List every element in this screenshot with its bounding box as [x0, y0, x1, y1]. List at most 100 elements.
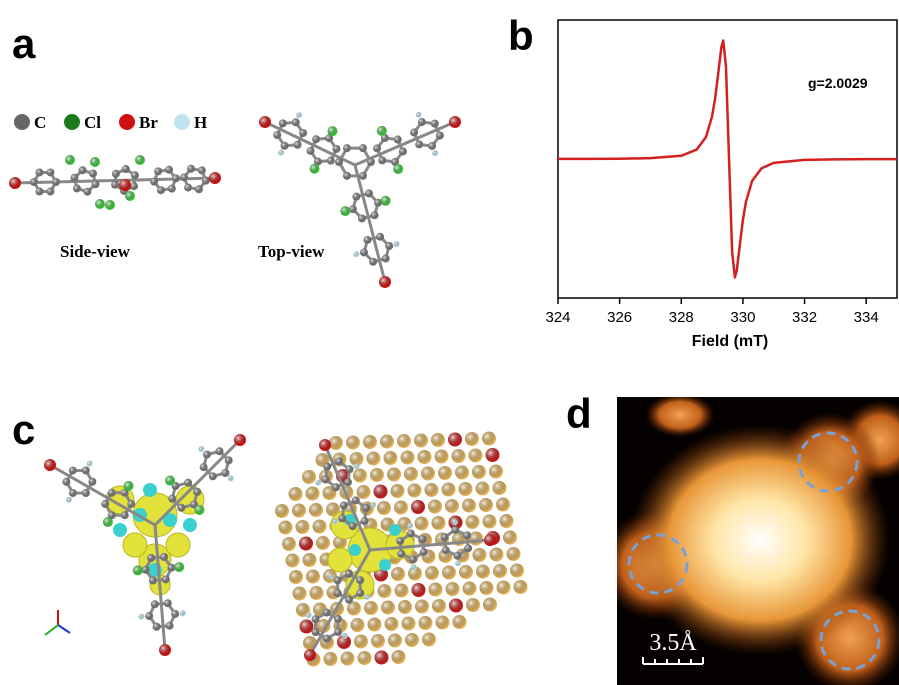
atom-shine: [405, 633, 419, 647]
atom-shine: [404, 467, 418, 481]
epr-chart: g=2.0029 Field (mT) 324326328330332334: [545, 20, 897, 350]
atom-shine: [198, 166, 206, 174]
atom-shine: [174, 562, 184, 572]
atom-shine: [193, 488, 201, 496]
atom-shine: [340, 206, 350, 216]
x-tick-label: 330: [730, 309, 755, 326]
atom-shine: [30, 178, 38, 186]
atom-shine: [446, 582, 460, 596]
atom-shine: [209, 472, 217, 480]
atom-shine: [363, 435, 377, 449]
atom-shine: [463, 582, 477, 596]
atom-shine: [428, 142, 436, 150]
axis-glyph: [45, 625, 58, 635]
atom-shine: [292, 118, 300, 126]
atom-shine: [438, 466, 452, 480]
atom-shine: [195, 185, 203, 193]
atom-shine: [228, 476, 234, 482]
atom-shine: [364, 236, 372, 244]
atom-shine: [153, 623, 161, 631]
atom-shine: [168, 495, 176, 503]
atom-shine: [373, 144, 381, 152]
atom-shine: [391, 484, 405, 498]
atom-shine: [422, 633, 436, 647]
atom-shine: [340, 501, 348, 509]
atom-shine: [90, 157, 100, 167]
atom-shine: [323, 635, 331, 643]
atom-shine: [151, 600, 159, 608]
atom-shine: [480, 581, 494, 595]
atom-shine: [334, 615, 342, 623]
atom-shine: [279, 119, 287, 127]
atom-shine: [415, 140, 423, 148]
atom-shine: [411, 500, 425, 514]
atom-shine: [448, 433, 462, 447]
atom-shine: [164, 599, 172, 607]
atom-shine: [47, 188, 55, 196]
atom-shine: [503, 531, 517, 545]
atom-shine: [194, 505, 204, 515]
atom-shine: [312, 135, 320, 143]
atom-shine: [289, 487, 303, 501]
atom-shine: [184, 479, 192, 487]
legend-swatch: [174, 114, 190, 130]
atom-shine: [343, 172, 351, 180]
atom-shine: [275, 504, 289, 518]
atom-shine: [323, 609, 331, 617]
atom-shine: [282, 537, 296, 551]
atom-shine: [160, 553, 168, 561]
atom-shine: [343, 144, 351, 152]
atom-shine: [375, 651, 389, 665]
atom-shine: [368, 618, 382, 632]
atom-shine: [453, 552, 461, 560]
atom-shine: [309, 503, 323, 517]
atom-shine: [281, 142, 289, 150]
atom-shine: [335, 457, 343, 465]
atom-shine: [455, 466, 469, 480]
atom-shine: [361, 517, 369, 525]
atom-shine: [47, 168, 55, 176]
atom-shine: [101, 500, 109, 508]
legend-label: H: [194, 113, 207, 132]
x-tick-label: 326: [607, 309, 632, 326]
atom-shine: [216, 447, 224, 455]
atom-shine: [36, 188, 44, 196]
x-axis-label: Field (mT): [692, 333, 768, 350]
atom-shine: [131, 171, 139, 179]
atom-shine: [299, 537, 313, 551]
atom-shine: [484, 534, 496, 546]
atom-shine: [44, 459, 56, 471]
atom-shine: [387, 468, 401, 482]
bond: [50, 465, 155, 525]
atom-shine: [352, 193, 360, 201]
atom-shine: [198, 446, 204, 452]
atom-shine: [455, 561, 461, 567]
atom-shine: [273, 131, 281, 139]
atom-shine: [162, 575, 170, 583]
atom-shine: [111, 181, 119, 189]
atom-shine: [327, 157, 335, 165]
atom-shine: [407, 530, 415, 538]
atom-shine: [419, 535, 427, 543]
atom-shine: [312, 628, 320, 636]
stm-feature: [630, 425, 890, 655]
atom-shine: [391, 567, 405, 581]
atom-shine: [149, 576, 157, 584]
atom-shine: [360, 248, 368, 256]
x-tick-label: 332: [792, 309, 817, 326]
atom-shine: [493, 564, 507, 578]
atom-shine: [428, 500, 442, 514]
stm-feature: [645, 393, 715, 437]
atom-shine: [510, 564, 524, 578]
panel-label: c: [12, 406, 35, 453]
atom-shine: [490, 548, 504, 562]
atom-shine: [278, 150, 284, 156]
atom-shine: [420, 548, 428, 556]
atom-shine: [399, 147, 407, 155]
atom-shine: [159, 644, 171, 656]
atom-shine: [345, 596, 353, 604]
atom-shine: [377, 126, 387, 136]
atom-shine: [62, 478, 70, 486]
atom-shine: [432, 516, 446, 530]
atom-shine: [349, 522, 357, 530]
